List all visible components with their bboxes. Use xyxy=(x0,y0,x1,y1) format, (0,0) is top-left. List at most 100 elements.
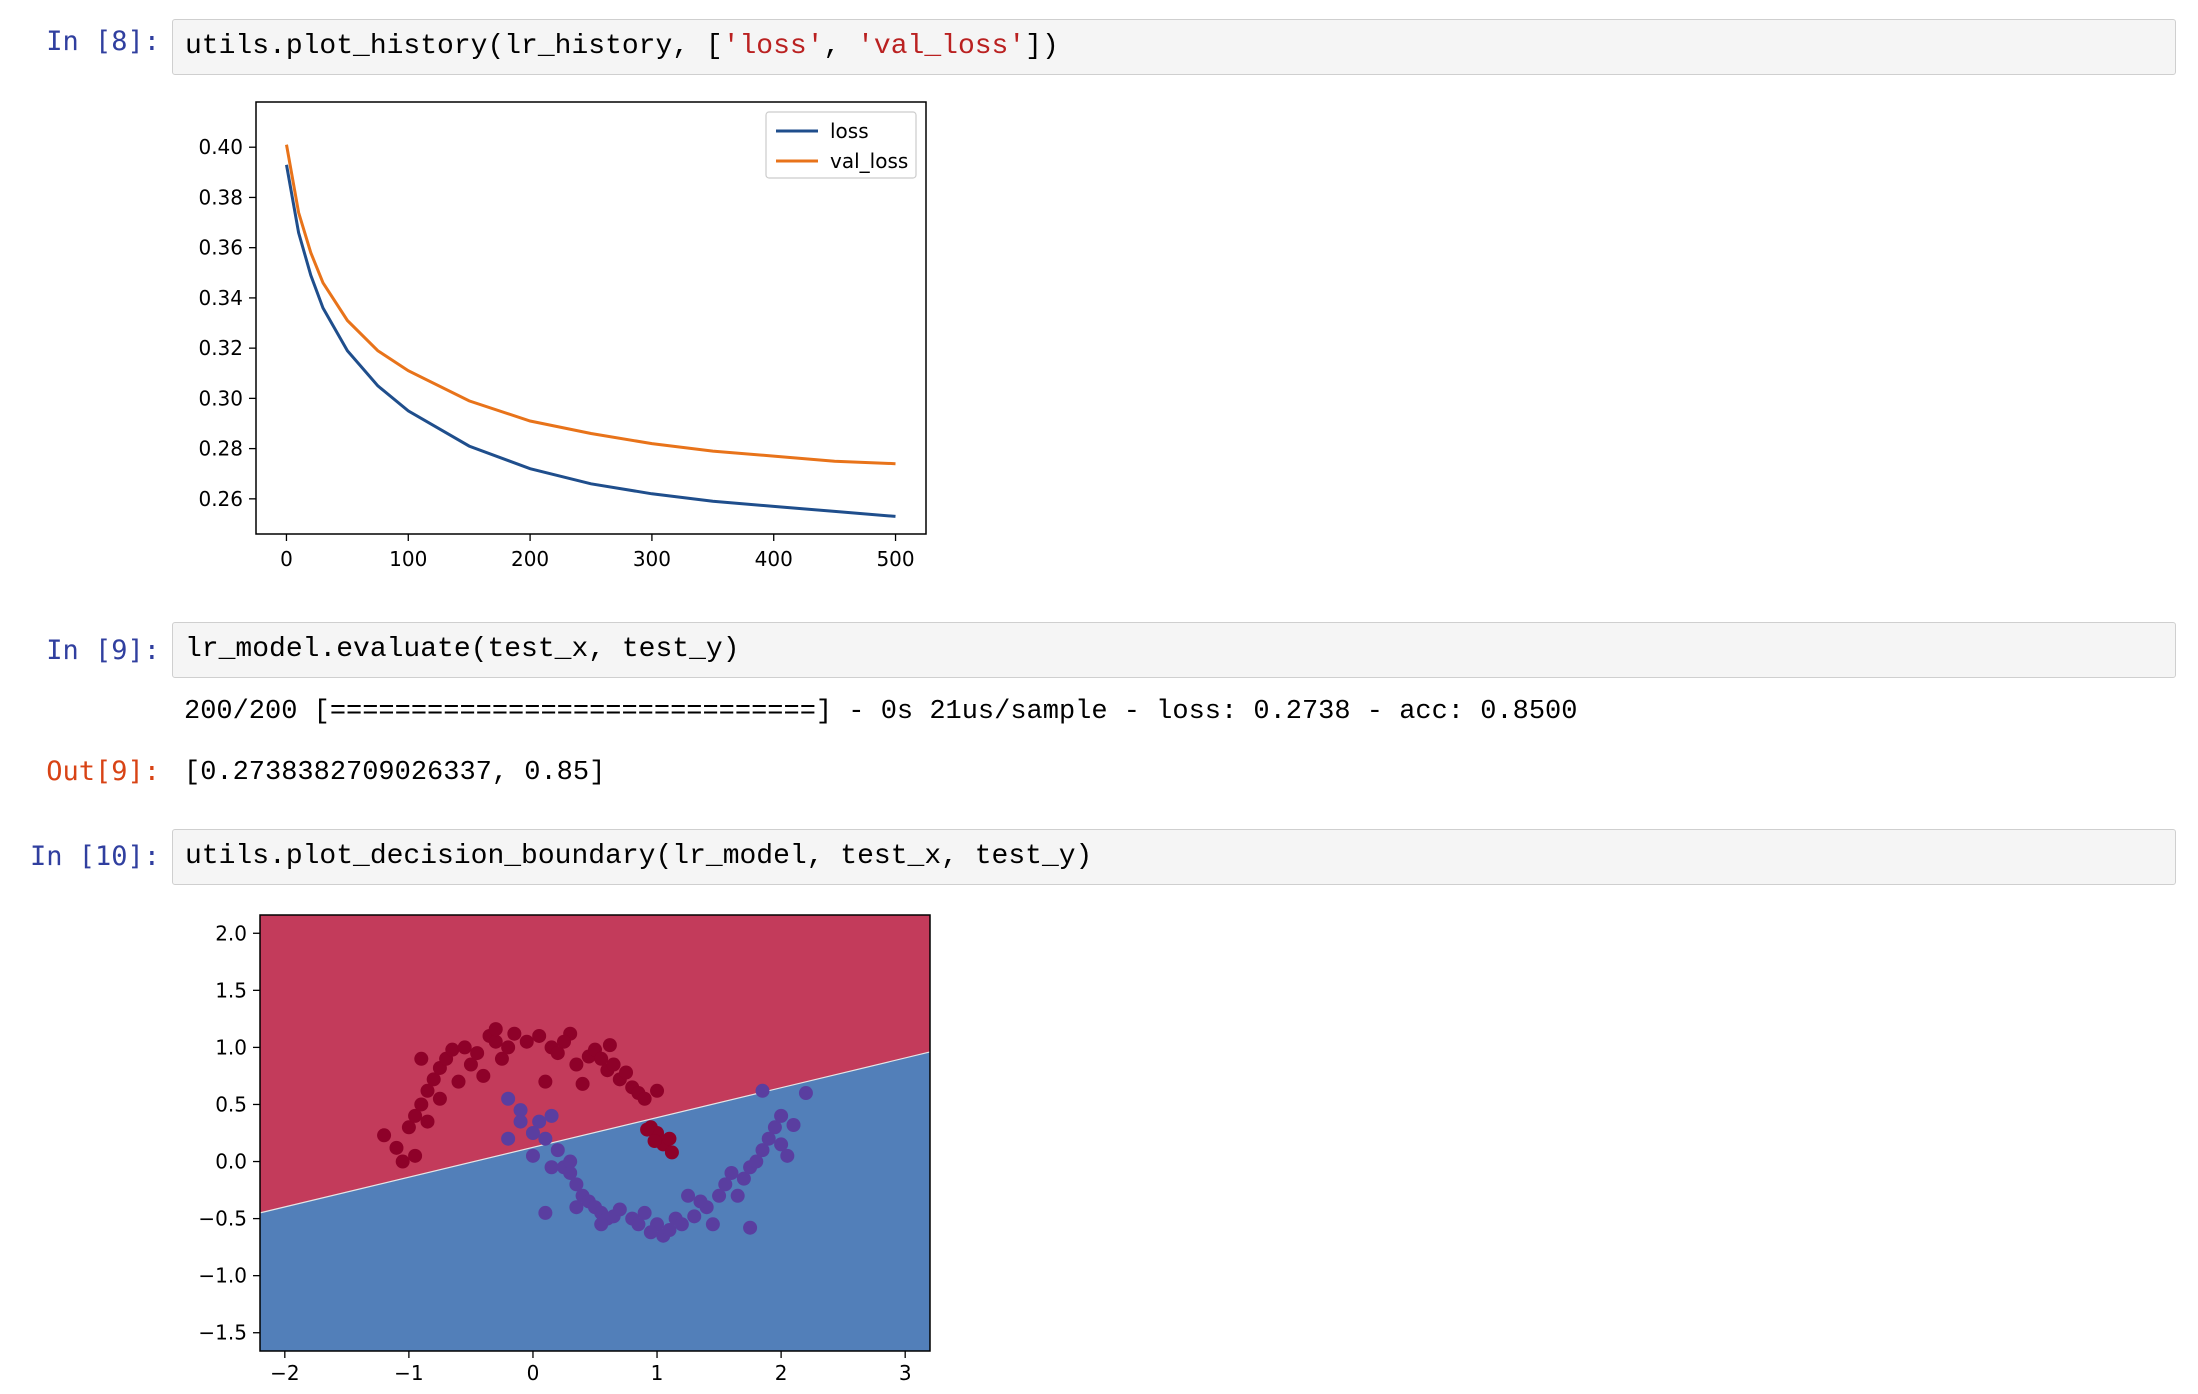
point-class-1 xyxy=(544,1108,559,1123)
point-class-1 xyxy=(643,1225,658,1240)
x-tick-label: 200 xyxy=(511,547,549,571)
point-class-1 xyxy=(798,1086,813,1101)
point-class-0 xyxy=(650,1083,665,1098)
result-output-9: [0.2738382709026337, 0.85] xyxy=(184,758,606,788)
point-class-0 xyxy=(408,1108,423,1123)
point-class-1 xyxy=(513,1103,528,1118)
y-tick-label: 0.28 xyxy=(198,437,243,461)
x-tick-label: 2 xyxy=(775,1361,788,1385)
point-class-0 xyxy=(640,1122,655,1137)
point-class-1 xyxy=(525,1126,540,1140)
point-class-0 xyxy=(476,1068,491,1083)
code-text-10: utils.plot_decision_boundary(lr_model, t… xyxy=(185,841,1093,872)
point-class-0 xyxy=(532,1028,547,1043)
x-tick-label: 300 xyxy=(633,547,671,571)
y-tick-label: 0.30 xyxy=(198,386,243,410)
point-class-1 xyxy=(749,1154,764,1169)
point-class-1 xyxy=(730,1188,745,1203)
point-class-0 xyxy=(408,1148,423,1163)
point-class-1 xyxy=(612,1202,627,1217)
point-class-1 xyxy=(674,1217,689,1232)
point-class-1 xyxy=(687,1209,702,1224)
y-tick-label: 1.5 xyxy=(215,978,247,1002)
point-class-1 xyxy=(631,1217,646,1232)
y-tick-label: 2.0 xyxy=(215,921,247,945)
y-tick-label: 0.34 xyxy=(198,286,243,310)
point-class-1 xyxy=(681,1188,696,1203)
loss-history-chart: 0 100 200 300 400 500 0.26 0.28 0.30 0.32 0.34 0.36… xyxy=(198,101,927,571)
region-class-0 xyxy=(260,915,930,1213)
y-tick-label: 0.36 xyxy=(198,236,243,260)
point-class-1 xyxy=(755,1143,770,1158)
point-class-0 xyxy=(426,1072,441,1087)
point-class-0 xyxy=(569,1057,584,1072)
point-class-1 xyxy=(712,1188,727,1203)
x-tick-label: 100 xyxy=(389,547,427,571)
point-class-1 xyxy=(736,1171,751,1186)
point-class-0 xyxy=(664,1145,679,1160)
x-tick-label: 400 xyxy=(755,547,793,571)
point-class-0 xyxy=(637,1091,652,1106)
point-class-1 xyxy=(538,1205,553,1220)
point-class-1 xyxy=(761,1131,776,1146)
point-class-0 xyxy=(414,1051,429,1066)
point-class-1 xyxy=(544,1160,559,1175)
code-text-9: lr_model.evaluate(test_x, test_y) xyxy=(185,634,740,665)
point-class-0 xyxy=(463,1057,478,1072)
y-tick-label: 0.38 xyxy=(198,185,243,209)
series-line-loss xyxy=(285,164,896,518)
point-class-1 xyxy=(755,1083,770,1098)
code-cell-8[interactable]: utils.plot_history(lr_history, ['loss', … xyxy=(172,19,2176,75)
point-class-1 xyxy=(532,1114,547,1129)
point-class-1 xyxy=(718,1177,733,1192)
point-class-1 xyxy=(501,1091,516,1106)
point-class-0 xyxy=(538,1074,553,1089)
point-class-1 xyxy=(637,1205,652,1220)
point-class-1 xyxy=(513,1114,528,1129)
point-class-0 xyxy=(602,1038,617,1053)
plot-frame xyxy=(255,101,927,535)
point-class-1 xyxy=(563,1165,578,1180)
point-class-1 xyxy=(767,1120,782,1135)
y-tick-label: 0.32 xyxy=(198,336,243,360)
point-class-0 xyxy=(401,1120,416,1135)
point-class-0 xyxy=(377,1128,392,1143)
y-tick-label: 0.0 xyxy=(215,1150,247,1174)
point-class-1 xyxy=(693,1194,708,1209)
point-class-0 xyxy=(647,1133,662,1148)
point-class-1 xyxy=(774,1137,789,1152)
x-tick-label: −2 xyxy=(270,1361,299,1385)
code-cell-9[interactable]: lr_model.evaluate(test_x, test_y) xyxy=(172,622,2176,678)
x-tick-label: −1 xyxy=(394,1361,423,1385)
code-text-8: utils.plot_history(lr_history, ['loss', … xyxy=(185,31,1059,62)
output-prompt-9: Out[9]: xyxy=(46,756,160,787)
point-class-0 xyxy=(420,1083,435,1098)
point-class-0 xyxy=(488,1034,503,1049)
x-tick-label: 1 xyxy=(651,1361,664,1385)
y-tick-label: 0.26 xyxy=(198,487,243,511)
point-class-1 xyxy=(780,1148,795,1163)
point-class-1 xyxy=(550,1143,565,1158)
y-tick-label: −0.5 xyxy=(198,1207,247,1231)
y-tick-label: −1.5 xyxy=(198,1321,247,1345)
point-class-0 xyxy=(395,1154,410,1169)
point-class-0 xyxy=(550,1046,565,1061)
point-class-0 xyxy=(470,1046,485,1061)
point-class-0 xyxy=(594,1051,609,1066)
legend-label-val_loss: val_loss xyxy=(830,149,908,173)
point-class-0 xyxy=(457,1040,472,1055)
stream-output-9: 200/200 [==============================]… xyxy=(184,697,1578,727)
point-class-0 xyxy=(662,1131,677,1146)
point-class-1 xyxy=(501,1131,516,1146)
x-tick-label: 500 xyxy=(876,547,914,571)
point-class-0 xyxy=(389,1140,404,1155)
point-class-0 xyxy=(420,1114,435,1129)
point-class-1 xyxy=(724,1165,739,1180)
x-tick-label: 3 xyxy=(899,1361,912,1385)
legend-label-loss: loss xyxy=(830,119,869,143)
point-class-0 xyxy=(501,1040,516,1055)
y-tick-label: 0.40 xyxy=(198,135,243,159)
point-class-0 xyxy=(451,1074,466,1089)
code-cell-10[interactable]: utils.plot_decision_boundary(lr_model, t… xyxy=(172,829,2176,885)
y-tick-label: −1.0 xyxy=(198,1264,247,1288)
